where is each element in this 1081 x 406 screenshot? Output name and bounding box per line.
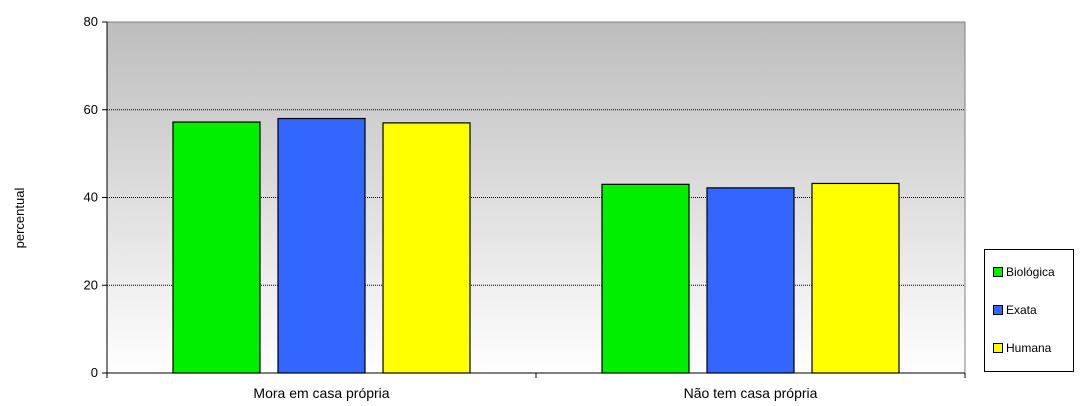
bar-humana-0 xyxy=(382,122,471,374)
bar-exata-0 xyxy=(277,117,366,374)
legend-label-exata: Exata xyxy=(1006,303,1037,317)
bar-humana-1 xyxy=(811,182,900,374)
y-tick-label: 80 xyxy=(84,14,98,29)
bar-biológica-1 xyxy=(601,183,690,374)
y-tick-label: 0 xyxy=(91,365,98,380)
y-tick-label: 60 xyxy=(84,102,98,117)
bar-biológica-0 xyxy=(172,121,261,374)
bars xyxy=(172,117,900,374)
bar-exata-1 xyxy=(706,187,795,374)
axes xyxy=(102,21,966,378)
x-tick-label: Mora em casa própria xyxy=(253,385,389,401)
legend: Biológica Exata Humana xyxy=(984,249,1074,372)
legend-item-exata: Exata xyxy=(993,302,1037,318)
legend-swatch-biologica xyxy=(993,267,1003,277)
x-tick-label: Não tem casa própria xyxy=(684,385,818,401)
x-tick-labels: Mora em casa própria Não tem casa própria xyxy=(253,385,817,401)
y-axis-title: percentual xyxy=(12,188,27,249)
legend-swatch-humana xyxy=(993,343,1003,353)
y-tick-labels: 0 20 40 60 80 xyxy=(84,14,98,380)
legend-label-biologica: Biológica xyxy=(1006,265,1055,279)
legend-swatch-exata xyxy=(993,305,1003,315)
legend-item-humana: Humana xyxy=(993,340,1051,356)
legend-item-biologica: Biológica xyxy=(993,264,1055,280)
y-tick-label: 20 xyxy=(84,277,98,292)
legend-label-humana: Humana xyxy=(1006,341,1052,355)
y-tick-label: 40 xyxy=(84,190,98,205)
